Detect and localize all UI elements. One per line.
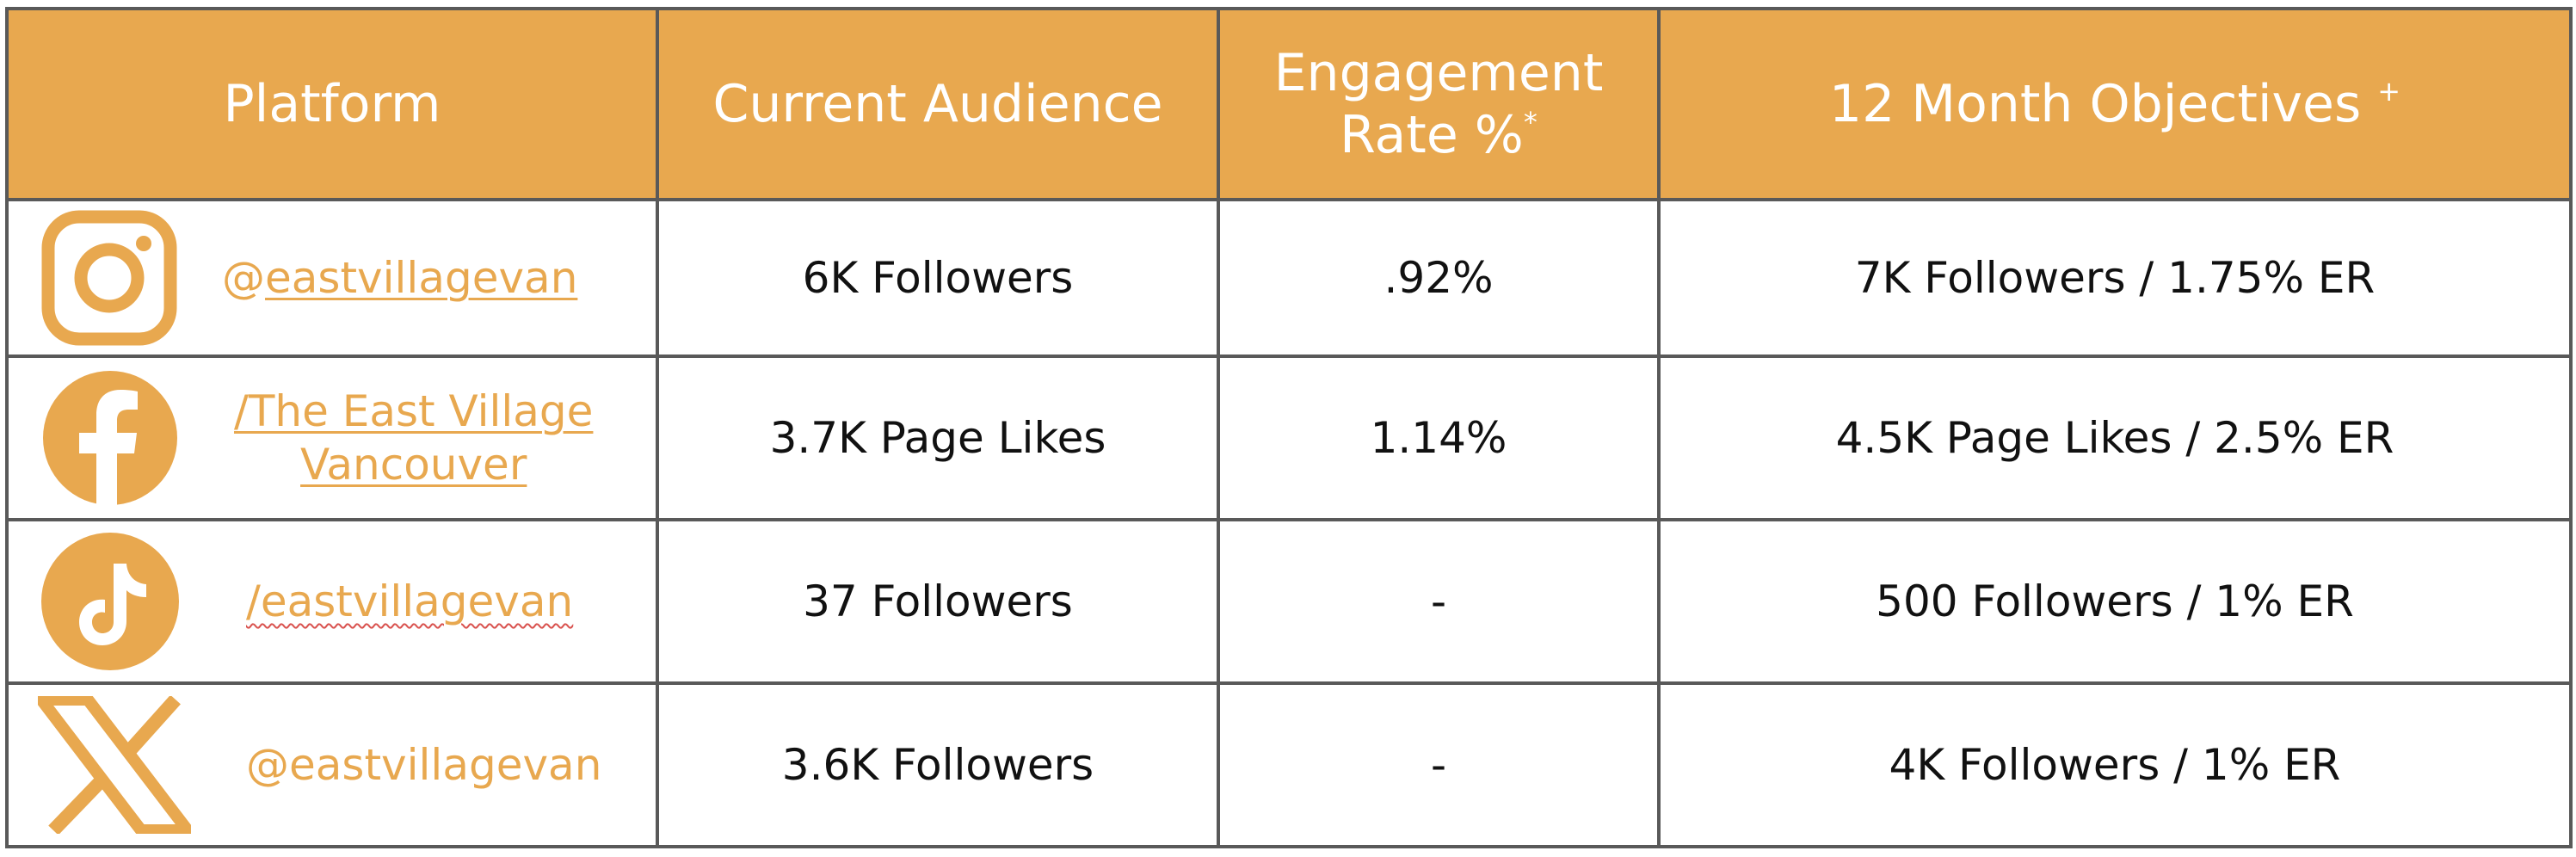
tiktok-icon <box>41 533 179 670</box>
header-12-month-objectives: 12 Month Objectives + <box>1657 7 2573 201</box>
objective-facebook: 4.5K Page Likes / 2.5% ER <box>1657 355 2573 521</box>
platform-cell-instagram: @eastvillagevan <box>5 198 659 358</box>
tiktok-handle-link[interactable]: /eastvillagevan <box>246 576 574 626</box>
engagement-instagram: .92% <box>1217 198 1661 358</box>
instagram-handle-link[interactable]: eastvillagevan <box>265 253 578 303</box>
audience-instagram: 6K Followers <box>656 198 1220 358</box>
engagement-footnote-mark: * <box>1523 106 1538 139</box>
objective-tiktok: 500 Followers / 1% ER <box>1657 518 2573 685</box>
facebook-icon <box>43 371 177 505</box>
instagram-handle[interactable]: @eastvillagevan <box>222 251 577 305</box>
platform-cell-facebook: /The East Village Vancouver <box>5 355 659 521</box>
facebook-handle-line1[interactable]: /The East Village <box>234 386 594 436</box>
audience-tiktok: 37 Followers <box>656 518 1220 685</box>
header-row: Platform Current Audience Engagement Rat… <box>5 7 2573 201</box>
engagement-facebook: 1.14% <box>1217 355 1661 521</box>
header-current-audience: Current Audience <box>656 7 1220 201</box>
social-media-objectives-table: Platform Current Audience Engagement Rat… <box>5 7 2573 848</box>
engagement-x: - <box>1217 681 1661 848</box>
objective-instagram: 7K Followers / 1.75% ER <box>1657 198 2573 358</box>
objectives-footnote-mark: + <box>2377 75 2401 108</box>
objective-x: 4K Followers / 1% ER <box>1657 681 2573 848</box>
table-row: @eastvillagevan 3.6K Followers - 4K Foll… <box>5 681 2573 848</box>
instagram-handle-prefix: @ <box>222 253 265 303</box>
header-objectives-label: 12 Month Objectives <box>1828 74 2362 134</box>
x-handle: @eastvillagevan <box>246 740 602 790</box>
facebook-handle-line2[interactable]: Vancouver <box>300 440 527 490</box>
header-engagement-rate: Engagement Rate %* <box>1217 7 1661 201</box>
table-row: /The East Village Vancouver 3.7K Page Li… <box>5 355 2573 521</box>
audience-facebook: 3.7K Page Likes <box>656 355 1220 521</box>
platform-cell-tiktok: /eastvillagevan <box>5 518 659 685</box>
header-engagement-line2: Rate % <box>1340 105 1524 165</box>
audience-x: 3.6K Followers <box>656 681 1220 848</box>
tiktok-handle[interactable]: /eastvillagevan <box>246 575 573 628</box>
x-icon <box>38 696 191 834</box>
table-row: @eastvillagevan 6K Followers .92% 7K Fol… <box>5 198 2573 358</box>
facebook-handle[interactable]: /The East Village Vancouver <box>234 385 593 491</box>
engagement-tiktok: - <box>1217 518 1661 685</box>
platform-cell-x: @eastvillagevan <box>5 681 659 848</box>
instagram-icon <box>41 210 177 346</box>
header-platform: Platform <box>5 7 659 201</box>
table-row: /eastvillagevan 37 Followers - 500 Follo… <box>5 518 2573 685</box>
header-engagement-line1: Engagement <box>1273 43 1604 103</box>
